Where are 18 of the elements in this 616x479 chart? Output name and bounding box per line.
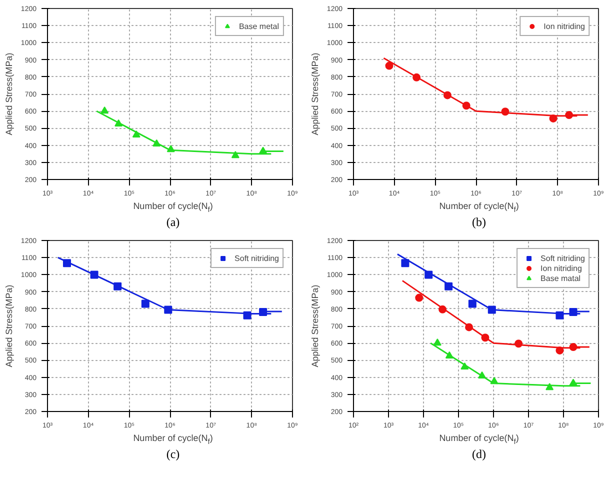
x-axis-title: Number of cycle(N$_{f}$) [133, 432, 213, 448]
y-axis-title: Applied Stress(MPa) [4, 52, 14, 136]
x-axis-title: Number of cycle(N$_{f}$) [439, 432, 519, 448]
text: (d) [472, 446, 486, 463]
x-axis-title: Number of cycle(N$_{f}$) [439, 200, 519, 216]
legend-label: Base matal [540, 273, 581, 283]
y-axis-title: Applied Stress(MPa) [310, 52, 320, 136]
x-axis-title: Number of cycle(N$_{f}$) [133, 200, 213, 216]
legend-label: Ion nitriding [544, 21, 585, 31]
text: (c) [166, 446, 180, 463]
text: (b) [472, 214, 486, 231]
legend-label: Ion nitriding [540, 263, 582, 273]
y-axis-title: Applied Stress(MPa) [310, 284, 320, 368]
legend-label: Soft nitriding [540, 253, 585, 263]
legend-label: Base metal [238, 21, 279, 31]
y-axis-title: Applied Stress(MPa) [4, 284, 14, 368]
text: (a) [166, 214, 180, 231]
legend-label: Soft nitriding [234, 253, 279, 263]
